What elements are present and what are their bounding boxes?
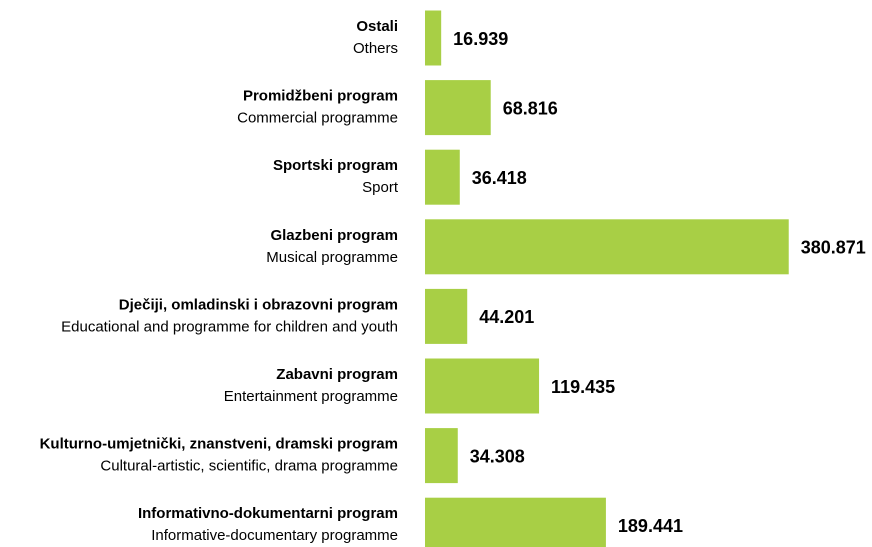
bar xyxy=(425,497,606,547)
category-label-en: Sport xyxy=(362,179,399,196)
bar xyxy=(425,428,458,484)
value-label: 36.418 xyxy=(472,168,527,188)
bar xyxy=(425,10,442,66)
category-label: Glazbeni program xyxy=(270,227,398,244)
category-label: Kulturno-umjetnički, znanstveni, dramski… xyxy=(40,436,398,453)
value-label: 189.441 xyxy=(618,516,683,536)
bar xyxy=(425,358,540,414)
category-label-en: Informative-documentary programme xyxy=(151,527,398,544)
value-label: 16.939 xyxy=(453,29,508,49)
value-label: 119.435 xyxy=(551,377,615,397)
bar xyxy=(425,149,460,205)
bar xyxy=(425,219,789,275)
category-label: Dječiji, omladinski i obrazovni program xyxy=(119,296,398,313)
value-label: 68.816 xyxy=(503,98,558,118)
category-label-en: Educational and programme for children a… xyxy=(61,318,398,335)
value-label: 44.201 xyxy=(479,307,534,327)
category-label: Sportski program xyxy=(273,157,398,174)
value-label: 380.871 xyxy=(801,238,866,258)
category-label-en: Others xyxy=(353,40,398,57)
category-label-en: Entertainment programme xyxy=(224,388,398,405)
category-label-en: Cultural-artistic, scientific, drama pro… xyxy=(100,458,398,475)
category-label: Promidžbeni program xyxy=(243,88,398,105)
category-label-en: Commercial programme xyxy=(237,110,398,127)
category-label: Zabavni program xyxy=(276,366,398,383)
bar xyxy=(425,288,468,344)
value-label: 34.308 xyxy=(470,446,525,466)
bar xyxy=(425,80,491,136)
category-label: Ostali xyxy=(356,18,398,35)
category-label: Informativno-dokumentarni program xyxy=(138,505,398,522)
category-label-en: Musical programme xyxy=(266,249,398,266)
